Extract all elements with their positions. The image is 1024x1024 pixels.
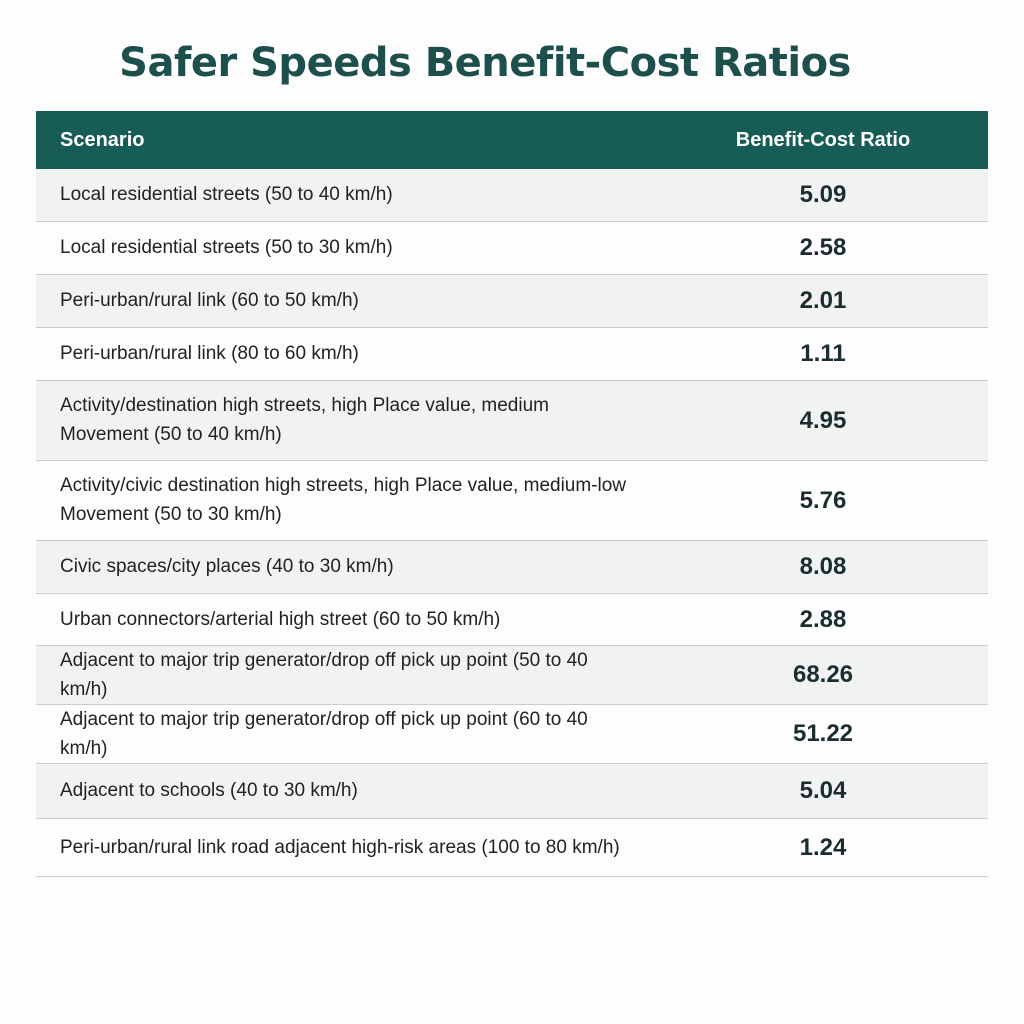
column-header-ratio: Benefit-Cost Ratio bbox=[735, 128, 911, 151]
ratio-cell: 5.76 bbox=[658, 460, 988, 541]
column-header-scenario: Scenario bbox=[60, 128, 145, 151]
table-row: Local residential streets (50 to 30 km/h… bbox=[36, 221, 988, 275]
ratio-cell: 5.04 bbox=[658, 763, 988, 819]
table-header-row: Scenario Benefit-Cost Ratio bbox=[36, 111, 988, 169]
scenario-cell: Activity/destination high streets, high … bbox=[36, 380, 658, 461]
table-row: Adjacent to schools (40 to 30 km/h) 5.04 bbox=[36, 763, 988, 819]
scenario-cell: Activity/civic destination high streets,… bbox=[36, 460, 658, 541]
table-row: Activity/destination high streets, high … bbox=[36, 380, 988, 461]
table-row: Peri-urban/rural link road adjacent high… bbox=[36, 818, 988, 877]
page-title: Safer Speeds Benefit-Cost Ratios bbox=[119, 40, 851, 86]
ratio-cell: 2.58 bbox=[658, 221, 988, 275]
table-row: Local residential streets (50 to 40 km/h… bbox=[36, 169, 988, 222]
scenario-cell: Adjacent to schools (40 to 30 km/h) bbox=[36, 763, 658, 819]
ratio-cell: 68.26 bbox=[658, 645, 988, 705]
scenario-cell: Peri-urban/rural link (80 to 60 km/h) bbox=[36, 327, 658, 381]
ratio-cell: 4.95 bbox=[658, 380, 988, 461]
benefit-cost-table: Scenario Benefit-Cost Ratio Local reside… bbox=[36, 111, 988, 877]
table-row: Activity/civic destination high streets,… bbox=[36, 460, 988, 541]
ratio-cell: 51.22 bbox=[658, 704, 988, 764]
ratio-cell: 8.08 bbox=[658, 540, 988, 594]
scenario-cell: Adjacent to major trip generator/drop of… bbox=[36, 645, 658, 705]
scenario-cell: Local residential streets (50 to 40 km/h… bbox=[36, 169, 658, 222]
ratio-cell: 2.88 bbox=[658, 593, 988, 646]
table-row: Peri-urban/rural link (80 to 60 km/h) 1.1… bbox=[36, 327, 988, 381]
ratio-cell: 2.01 bbox=[658, 274, 988, 328]
table-row: Civic spaces/city places (40 to 30 km/h)… bbox=[36, 540, 988, 594]
table-row: Urban connectors/arterial high street (6… bbox=[36, 593, 988, 646]
scenario-cell: Civic spaces/city places (40 to 30 km/h) bbox=[36, 540, 658, 594]
scenario-cell: Adjacent to major trip generator/drop of… bbox=[36, 704, 658, 764]
scenario-cell: Urban connectors/arterial high street (6… bbox=[36, 593, 658, 646]
table-row: Adjacent to major trip generator/drop of… bbox=[36, 645, 988, 705]
scenario-cell: Peri-urban/rural link (60 to 50 km/h) bbox=[36, 274, 658, 328]
scenario-cell: Peri-urban/rural link road adjacent high… bbox=[36, 818, 658, 877]
scenario-cell: Local residential streets (50 to 30 km/h… bbox=[36, 221, 658, 275]
ratio-cell: 5.09 bbox=[658, 169, 988, 222]
ratio-cell: 1.11 bbox=[658, 327, 988, 381]
table-row: Peri-urban/rural link (60 to 50 km/h) 2.0… bbox=[36, 274, 988, 328]
ratio-cell: 1.24 bbox=[658, 818, 988, 877]
table-row: Adjacent to major trip generator/drop of… bbox=[36, 704, 988, 764]
